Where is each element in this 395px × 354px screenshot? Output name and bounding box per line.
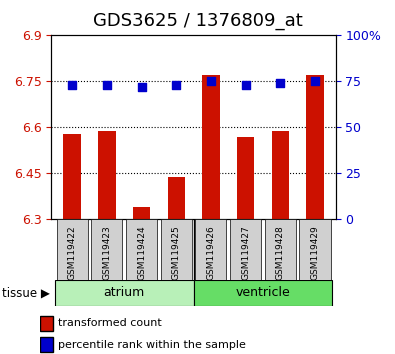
Point <box>173 82 179 88</box>
Text: transformed count: transformed count <box>58 318 162 329</box>
FancyBboxPatch shape <box>40 316 53 331</box>
Text: GSM119426: GSM119426 <box>207 225 215 280</box>
Bar <box>133 207 150 219</box>
Bar <box>98 131 115 219</box>
Text: percentile rank within the sample: percentile rank within the sample <box>58 339 246 350</box>
FancyBboxPatch shape <box>299 219 331 280</box>
FancyBboxPatch shape <box>230 219 261 280</box>
Bar <box>202 75 220 219</box>
FancyBboxPatch shape <box>40 337 53 352</box>
Point <box>103 82 110 88</box>
Bar <box>237 137 254 219</box>
FancyBboxPatch shape <box>91 219 122 280</box>
Text: atrium: atrium <box>103 286 145 299</box>
FancyBboxPatch shape <box>126 219 157 280</box>
Point <box>277 80 284 86</box>
Text: GSM119428: GSM119428 <box>276 225 285 280</box>
Bar <box>167 177 185 219</box>
Text: ventricle: ventricle <box>235 286 290 299</box>
Point <box>208 79 214 84</box>
Point <box>69 82 75 88</box>
Point <box>312 79 318 84</box>
Point <box>243 82 249 88</box>
FancyBboxPatch shape <box>56 219 88 280</box>
FancyBboxPatch shape <box>55 280 194 306</box>
FancyBboxPatch shape <box>161 219 192 280</box>
Point <box>138 84 145 90</box>
Bar <box>272 131 289 219</box>
Text: GSM119423: GSM119423 <box>102 225 111 280</box>
Text: GSM119425: GSM119425 <box>172 225 181 280</box>
Bar <box>306 75 324 219</box>
FancyBboxPatch shape <box>265 219 296 280</box>
Text: GSM119424: GSM119424 <box>137 225 146 280</box>
Text: GSM119427: GSM119427 <box>241 225 250 280</box>
Text: GSM119429: GSM119429 <box>310 225 320 280</box>
Text: tissue ▶: tissue ▶ <box>2 287 50 299</box>
FancyBboxPatch shape <box>195 219 226 280</box>
Bar <box>64 133 81 219</box>
Text: GDS3625 / 1376809_at: GDS3625 / 1376809_at <box>92 12 303 30</box>
FancyBboxPatch shape <box>194 280 332 306</box>
Text: GSM119422: GSM119422 <box>68 225 77 280</box>
